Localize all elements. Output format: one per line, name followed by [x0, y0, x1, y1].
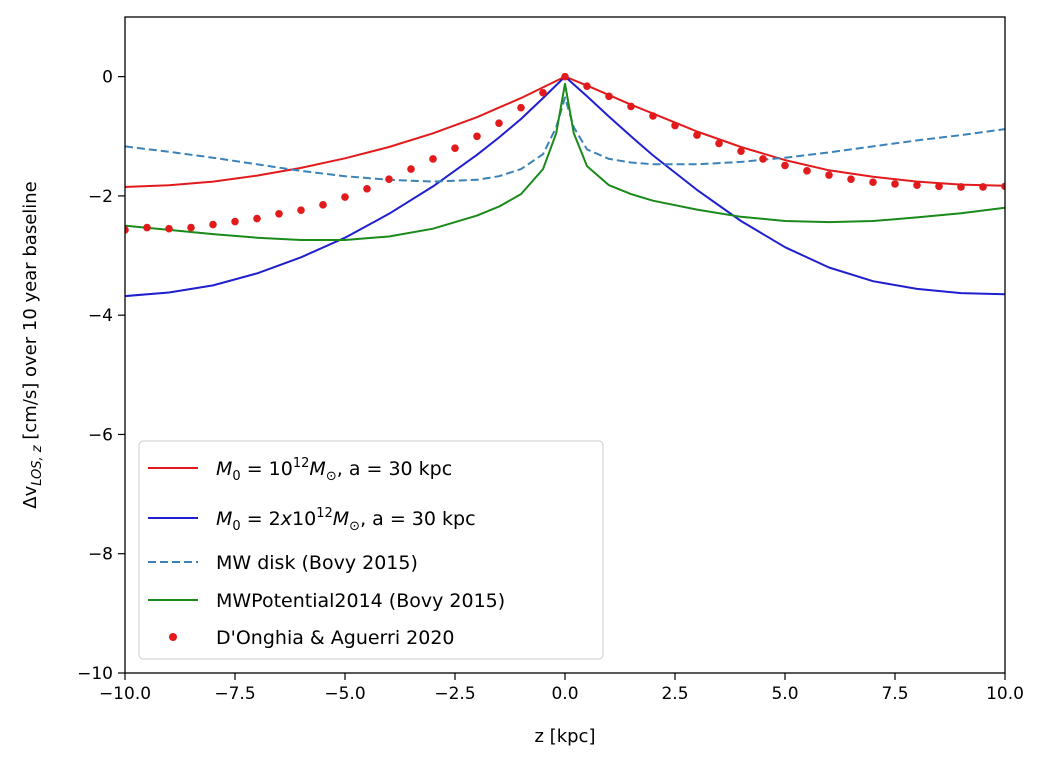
- data-point-dot: [187, 223, 195, 232]
- data-point-dot: [319, 201, 327, 209]
- data-point-dot: [125, 226, 129, 234]
- legend-label-mwpot: MWPotential2014 (Bovy 2015): [216, 590, 505, 612]
- y-tick-label: −10: [77, 664, 113, 684]
- data-point-dot: [671, 121, 679, 130]
- y-tick-label: −6: [88, 425, 113, 445]
- data-point-dot: [429, 155, 437, 163]
- legend-marker-dots: [169, 633, 177, 641]
- data-point-dot: [297, 206, 305, 215]
- y-tick-label: −8: [88, 545, 113, 565]
- x-tick-label: 0.0: [551, 684, 578, 704]
- x-tick-label: −7.5: [214, 684, 255, 704]
- data-point-dot: [759, 155, 767, 163]
- data-point-dot: [517, 103, 525, 112]
- x-tick-label: −5.0: [324, 684, 365, 704]
- data-point-dot: [605, 92, 613, 101]
- x-axis-label: z [kpc]: [535, 726, 596, 747]
- data-point-dot: [803, 167, 811, 175]
- y-tick-label: −2: [88, 187, 113, 207]
- x-tick-label: −10.0: [99, 684, 151, 704]
- data-point-dot: [583, 82, 591, 90]
- legend-box: [138, 440, 604, 660]
- series-m0-1e12-line: [125, 75, 1005, 188]
- data-point-dot: [165, 224, 173, 233]
- data-point-dot: [385, 175, 393, 184]
- y-tick-label: −4: [88, 306, 113, 326]
- y-tick-label: 0: [102, 68, 113, 88]
- legend-label-blue: M0 = 2x1012M⊙, a = 30 kpc: [216, 506, 476, 534]
- x-tick-label: 5.0: [771, 684, 798, 704]
- x-tick-label: 7.5: [881, 684, 908, 704]
- data-point-dot: [341, 193, 349, 201]
- series-mwpotential2014-line: [125, 82, 1005, 241]
- data-point-dot: [451, 144, 459, 152]
- data-point-dot: [627, 102, 635, 111]
- legend-label-red: M0 = 1012M⊙, a = 30 kpc: [216, 456, 452, 484]
- data-point-dot: [869, 178, 877, 186]
- data-point-dot: [561, 72, 569, 81]
- data-point-dot: [143, 223, 151, 232]
- data-point-dot: [253, 214, 261, 223]
- data-point-dot: [209, 220, 217, 229]
- data-point-dot: [693, 131, 701, 139]
- ticks-layer: −10.0 −7.5 −5.0 −2.5 0.0 2.5 5.0 7.5 10.0 −10 −8 −6…: [77, 68, 1024, 704]
- x-tick-label: 10.0: [986, 684, 1024, 704]
- data-point-dot: [473, 132, 481, 141]
- data-point-dot: [539, 88, 547, 97]
- legend-label-disk: MW disk (Bovy 2015): [216, 552, 418, 574]
- legend-label-dots: D'Onghia & Aguerri 2020: [216, 627, 455, 649]
- data-point-dot: [649, 112, 657, 120]
- data-point-dot: [935, 182, 943, 191]
- data-point-dot: [891, 180, 899, 188]
- data-point-dot: [495, 119, 503, 127]
- data-point-dot: [847, 175, 855, 184]
- data-point-dot: [715, 139, 723, 148]
- data-point-dot: [957, 183, 965, 191]
- data-point-dot: [231, 217, 239, 226]
- data-point-dot: [781, 161, 789, 170]
- x-tick-label: 2.5: [661, 684, 688, 704]
- y-axis-label: ΔvLOS, z [cm/s] over 10 year baseline: [20, 181, 45, 509]
- data-point-dot: [979, 183, 987, 191]
- data-point-dot: [275, 210, 283, 218]
- x-tick-label: −2.5: [434, 684, 475, 704]
- series-mw-disk-line: [125, 96, 1005, 183]
- data-point-dot: [913, 181, 921, 189]
- legend: M0 = 1012M⊙, a = 30 kpc M0 = 2x1012M⊙, a…: [138, 440, 604, 660]
- data-point-dot: [363, 184, 371, 193]
- series-layer: [125, 72, 1005, 298]
- series-m0-2e12-line: [125, 75, 1005, 298]
- data-point-dot: [737, 147, 745, 155]
- data-point-dot: [825, 171, 833, 179]
- data-point-dot: [1001, 182, 1005, 191]
- data-point-dot: [407, 165, 415, 173]
